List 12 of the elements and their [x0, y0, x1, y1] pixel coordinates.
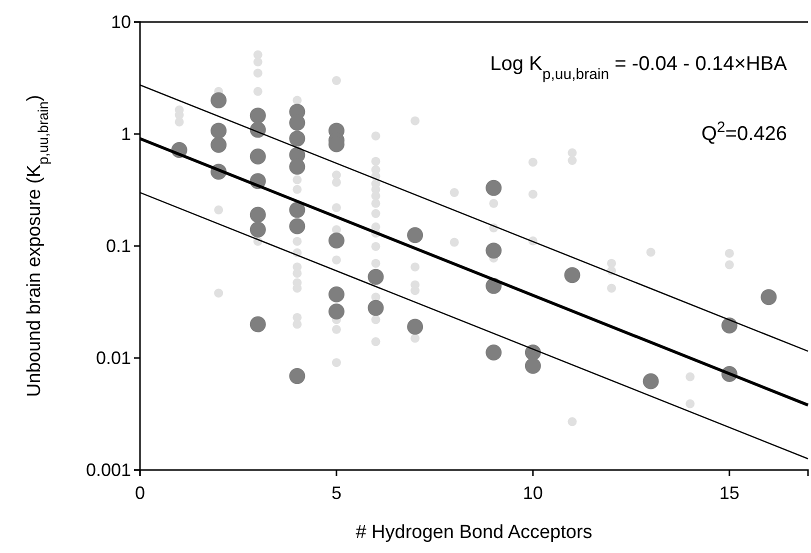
annotation: Q$^{2}$=0.426: [701, 118, 787, 145]
y-tick-label: 1: [120, 124, 131, 144]
x-axis-title: # Hydrogen Bond Acceptors: [356, 522, 592, 543]
x-tick-label: 5: [331, 482, 342, 503]
y-tick-label: 0.1: [106, 236, 131, 256]
y-tick-label: 0.001: [86, 460, 131, 480]
y-tick-label: 0.01: [96, 348, 131, 368]
x-tick-label: 10: [522, 482, 543, 503]
annotation: Log K$_{p,uu,brain}$ = -0.04 - 0.14×HBA: [490, 53, 788, 82]
x-tick-label: 0: [134, 482, 146, 503]
y-tick-label: 10: [110, 12, 131, 32]
x-tick-label: 15: [719, 482, 740, 503]
